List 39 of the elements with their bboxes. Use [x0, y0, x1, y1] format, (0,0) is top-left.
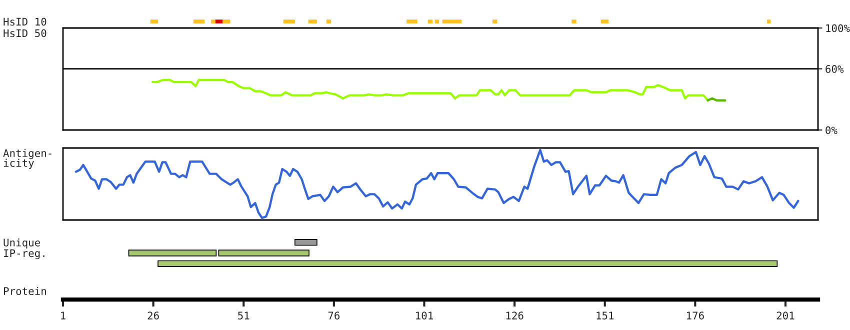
y-tick-label: HsID 10	[4, 18, 46, 26]
bar	[767, 20, 771, 24]
bar	[492, 20, 498, 24]
bar	[442, 20, 462, 24]
bar	[222, 20, 230, 24]
x-tick-label: 76	[328, 312, 340, 320]
bar	[326, 20, 332, 24]
x-tick-label: 51	[238, 312, 250, 320]
y-tick-label: 60%	[826, 65, 844, 73]
bar	[128, 250, 217, 256]
bar	[158, 260, 778, 268]
y-tick-label: 100%	[826, 24, 850, 32]
bar	[428, 20, 433, 24]
line-series	[151, 78, 709, 102]
bar	[193, 20, 205, 24]
x-tick-label: 126	[506, 312, 524, 320]
y-tick-label: 0%	[826, 126, 838, 134]
y-tick-label: Unique	[4, 238, 40, 248]
x-tick-label: 201	[776, 312, 794, 320]
bar	[211, 20, 216, 24]
text: Protein	[4, 286, 46, 296]
x-tick-label: 151	[596, 312, 614, 320]
bar	[283, 20, 295, 24]
bar	[218, 250, 310, 256]
bar	[215, 20, 223, 24]
y-axis-title: Antigen- icity	[3, 149, 52, 169]
y-axis-title: HsID 50	[4, 29, 46, 38]
bar	[294, 238, 318, 246]
bar	[150, 20, 158, 24]
bar	[406, 20, 418, 24]
bar	[572, 20, 576, 24]
x-tick-label: 176	[687, 312, 704, 320]
bar	[434, 20, 440, 24]
bar	[600, 20, 608, 24]
x-tick-label: 101	[416, 312, 433, 320]
x-tick-label: 1	[61, 312, 66, 320]
y-tick-label: IP-reg.	[4, 249, 44, 260]
bar	[308, 20, 317, 24]
x-tick-label: 26	[148, 312, 159, 320]
